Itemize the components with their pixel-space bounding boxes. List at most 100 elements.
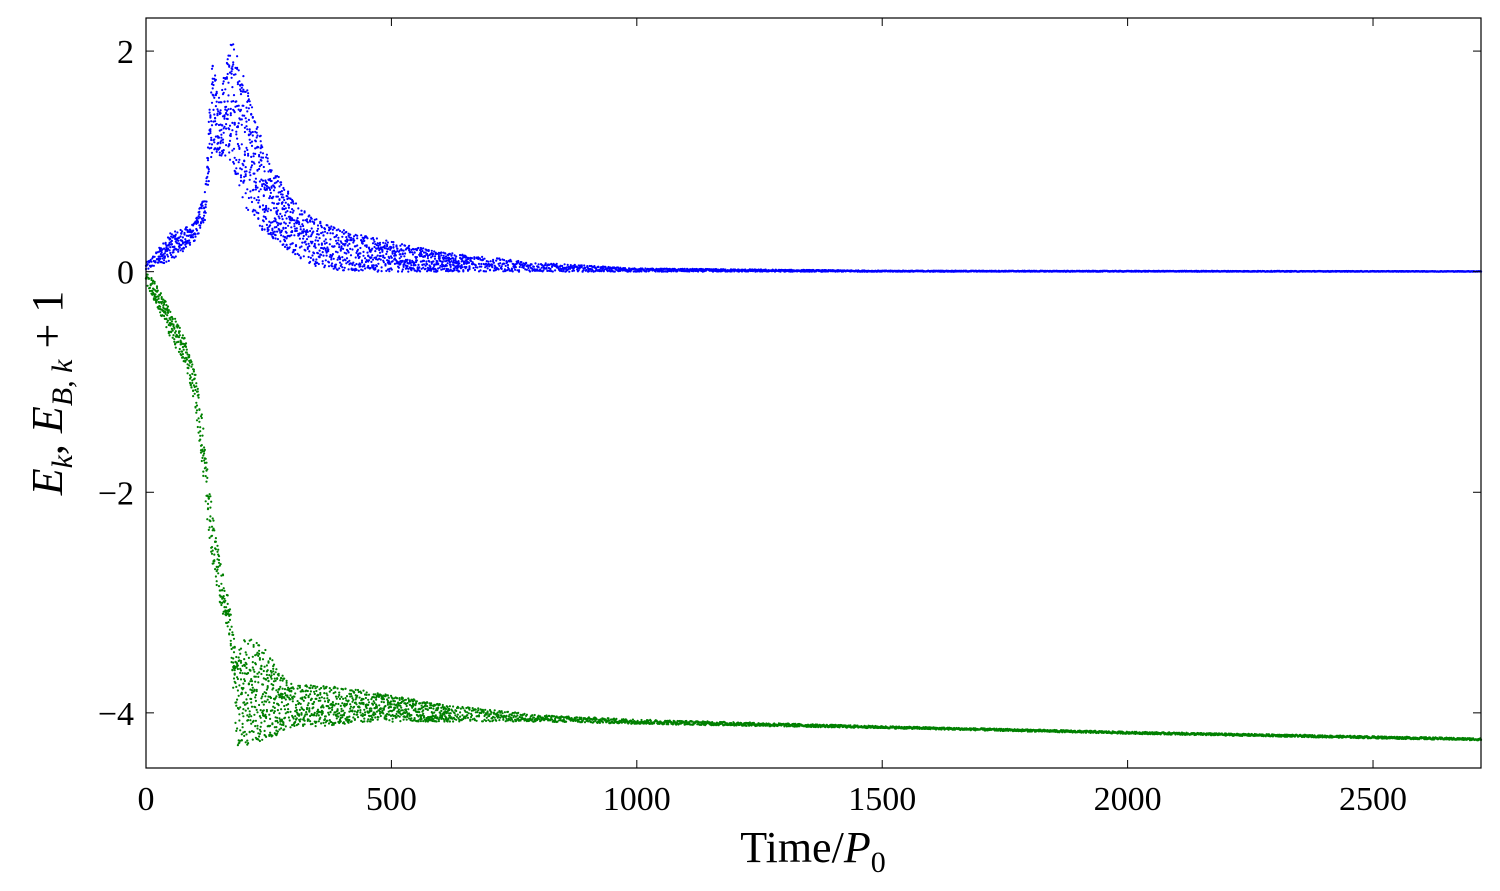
data-point [227, 94, 230, 97]
data-point [502, 270, 505, 273]
data-point [222, 131, 225, 134]
data-point [212, 108, 215, 111]
data-point [231, 129, 234, 132]
data-point [252, 188, 255, 191]
data-point [424, 264, 427, 267]
data-point [315, 218, 318, 221]
data-point [218, 151, 221, 154]
data-point [174, 317, 177, 320]
data-point [241, 84, 244, 87]
data-point [406, 265, 409, 268]
data-point [421, 249, 424, 253]
data-point [221, 124, 224, 127]
data-point [331, 232, 334, 235]
data-point [213, 141, 216, 144]
data-point [382, 261, 385, 264]
data-point [226, 117, 229, 121]
data-point [226, 72, 229, 76]
data-point [301, 241, 304, 244]
data-point [218, 146, 221, 149]
data-point [219, 563, 222, 566]
data-point [200, 413, 203, 416]
data-point [231, 669, 234, 672]
data-point [383, 244, 386, 247]
data-point [229, 639, 232, 642]
data-point [263, 170, 266, 173]
data-point [233, 669, 236, 672]
data-point [295, 227, 298, 230]
data-point [245, 120, 248, 123]
data-point [254, 152, 257, 155]
data-point [167, 309, 170, 312]
data-point [492, 261, 495, 264]
data-point [217, 96, 221, 99]
data-point [544, 263, 547, 266]
data-point [177, 236, 181, 239]
data-point [343, 244, 346, 247]
data-point [517, 259, 520, 263]
data-point [247, 656, 250, 660]
data-point [386, 250, 389, 253]
data-point [204, 206, 207, 209]
data-point [184, 345, 188, 348]
data-point [294, 253, 297, 256]
series-1-points [144, 43, 1483, 273]
data-point [242, 181, 245, 184]
data-point [308, 245, 311, 248]
data-point [324, 238, 327, 241]
data-point [415, 249, 418, 252]
data-point [400, 243, 404, 246]
data-point [261, 146, 264, 149]
data-point [241, 90, 244, 93]
data-point [257, 146, 260, 149]
data-point [476, 266, 479, 269]
data-point [221, 589, 224, 592]
data-point [457, 260, 460, 263]
data-point [304, 219, 307, 222]
data-point [497, 268, 500, 271]
data-point [188, 241, 192, 244]
data-point [214, 568, 217, 571]
data-point [234, 66, 237, 69]
data-point [488, 268, 492, 271]
data-point [374, 266, 377, 269]
data-point [204, 475, 207, 478]
data-point [275, 225, 278, 229]
data-point [239, 669, 243, 672]
data-point [210, 143, 214, 146]
data-point [377, 244, 380, 247]
data-point [221, 151, 225, 154]
data-point [232, 661, 235, 664]
data-point [449, 263, 452, 266]
data-point [312, 230, 315, 233]
data-point [282, 226, 285, 229]
data-point [221, 141, 225, 144]
data-point [238, 80, 241, 83]
data-point [212, 83, 215, 87]
data-point [164, 241, 167, 244]
data-point [223, 125, 226, 128]
data-point [230, 625, 233, 628]
data-point [352, 237, 355, 240]
data-point [206, 175, 209, 178]
data-point [313, 252, 316, 255]
data-point [223, 115, 226, 118]
data-point [305, 218, 309, 221]
data-point [205, 200, 208, 203]
data-point [247, 707, 250, 710]
data-point [473, 256, 476, 259]
data-point [209, 515, 212, 518]
data-point [369, 266, 372, 270]
data-point [445, 264, 448, 267]
data-point [181, 353, 184, 356]
data-point [197, 393, 200, 396]
data-point [256, 169, 259, 172]
data-point [342, 247, 345, 250]
data-point [246, 148, 249, 152]
data-point [517, 269, 521, 272]
data-point [210, 91, 213, 94]
data-point [325, 241, 328, 244]
data-point [258, 161, 261, 164]
data-point [261, 179, 265, 182]
data-point [342, 259, 345, 262]
